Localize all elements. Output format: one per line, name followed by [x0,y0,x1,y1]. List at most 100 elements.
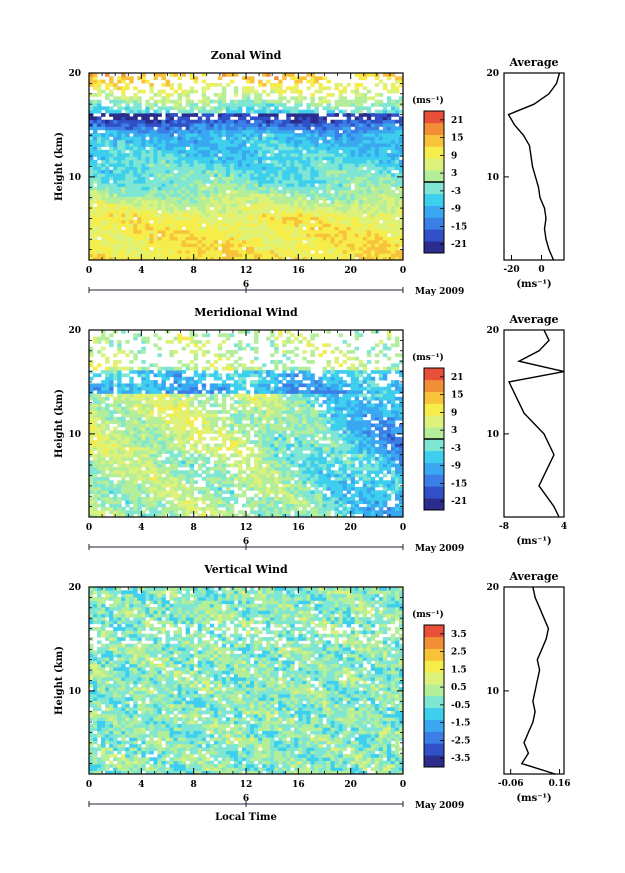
heatmap-cell [109,226,114,231]
heatmap-cell [157,403,162,408]
heatmap-cell [157,213,162,217]
heatmap-cell [338,193,344,197]
heatmap-cell [241,193,247,197]
heatmap-cell [310,209,315,214]
heatmap-cell [398,149,404,154]
heatmap-cell [197,159,203,164]
heatmap-cell [165,236,170,241]
heatmap-cell [209,169,215,174]
heatmap-cell [129,483,134,488]
heatmap-cell [125,76,130,81]
heatmap-cell [185,149,191,154]
heatmap-cell [165,123,170,127]
heatmap-cell [133,386,138,391]
heatmap-cell [209,179,215,184]
heatmap-cell [161,233,166,238]
heatmap-cell [89,360,94,364]
heatmap-cell [298,163,303,167]
heatmap-cell [185,183,191,187]
heatmap-cell [246,163,251,167]
heatmap-cell [205,123,211,127]
heatmap-cell [177,226,182,231]
heatmap-cell [133,113,138,117]
heatmap-cell [149,396,154,401]
heatmap-cell [125,229,130,234]
heatmap-cell [189,206,195,211]
heatmap-cell [109,440,114,444]
heatmap-cell [394,129,400,134]
heatmap-cell [185,219,191,224]
heatmap-cell [310,116,315,121]
heatmap-cell [121,133,126,137]
heatmap-cell [366,243,372,248]
heatmap-cell [145,149,150,154]
heatmap-cell [125,146,130,151]
heatmap-cell [105,73,110,77]
heatmap-cell [262,136,267,141]
heatmap-cell [89,203,94,207]
heatmap-cell [241,183,247,187]
heatmap-cell [390,99,396,104]
heatmap-cell [141,436,146,441]
heatmap-cell [125,426,130,431]
heatmap-cell [382,146,388,151]
heatmap-cell [298,203,303,207]
heatmap-cell [241,113,247,117]
heatmap-cell [165,113,170,117]
heatmap-cell [350,246,356,251]
heatmap-cell [129,76,134,81]
heatmap-cell [237,156,243,161]
heatmap-cell [117,256,122,261]
heatmap-cell [326,206,331,211]
heatmap-cell [193,123,199,127]
heatmap-cell [113,103,118,107]
heatmap-cell [274,119,279,124]
heatmap-cell [342,119,348,124]
heatmap-cell [145,426,150,431]
heatmap-cell [193,176,199,181]
heatmap-cell [262,109,267,114]
heatmap-cell [129,209,134,214]
heatmap-cell [290,173,295,177]
heatmap-cell [362,206,368,211]
heatmap-cell [189,153,195,157]
heatmap-cell [177,256,182,261]
heatmap-cell [233,89,239,94]
heatmap-cell [125,83,130,87]
heatmap-cell [229,233,235,238]
heatmap-cell [133,450,138,454]
heatmap-cell [153,343,158,348]
heatmap-cell [145,413,150,418]
heatmap-cell [193,233,199,238]
heatmap-cell [213,226,219,231]
heatmap-cell [254,129,259,134]
heatmap-cell [105,126,110,131]
heatmap-cell [342,189,348,194]
heatmap-cell [93,243,98,248]
heatmap-cell [354,96,360,101]
heatmap-cell [266,189,271,194]
heatmap-cell [129,186,134,191]
heatmap-cell [117,463,122,468]
heatmap-cell [346,193,352,197]
heatmap-cell [149,496,154,501]
heatmap-cell [125,123,130,127]
heatmap-cell [109,510,114,515]
heatmap-cell [250,133,255,137]
heatmap-cell [113,353,118,358]
heatmap-cell [125,386,130,391]
heatmap-cell [121,116,126,121]
heatmap-cell [262,176,267,181]
heatmap-cell [318,209,323,214]
heatmap-cell [225,153,231,157]
heatmap-cell [177,246,182,251]
heatmap-cell [181,239,187,244]
heatmap-cell [125,366,130,371]
heatmap-cell [133,383,138,388]
heatmap-cell [354,133,360,137]
heatmap-cell [193,136,199,141]
heatmap-cell [350,169,356,174]
heatmap-cell [197,199,203,204]
heatmap-cell [129,406,134,411]
heatmap-cell [225,103,231,107]
